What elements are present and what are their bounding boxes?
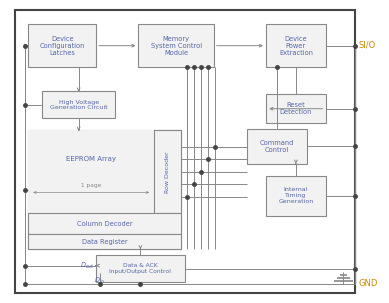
Text: Data Register: Data Register — [82, 238, 128, 245]
Text: Reset
Detection: Reset Detection — [280, 102, 312, 115]
Text: 1 page: 1 page — [81, 183, 102, 188]
Bar — [28, 24, 96, 68]
Bar — [154, 131, 181, 213]
Bar — [28, 131, 154, 213]
Bar — [15, 10, 355, 293]
Text: Row Decoder: Row Decoder — [165, 151, 170, 193]
Text: SI/O: SI/O — [359, 40, 376, 49]
Bar — [96, 255, 185, 282]
Text: Device
Power
Extraction: Device Power Extraction — [279, 36, 313, 56]
Text: Data & ACK
Input/Output Control: Data & ACK Input/Output Control — [109, 263, 172, 274]
Bar — [266, 95, 326, 123]
Text: High Voltage
Generation Circuit: High Voltage Generation Circuit — [50, 100, 107, 110]
Text: Device
Configuration
Latches: Device Configuration Latches — [40, 36, 85, 56]
Text: Command
Control: Command Control — [259, 140, 294, 153]
Bar — [138, 24, 214, 68]
Bar — [28, 213, 181, 234]
Text: $D_{in}$: $D_{in}$ — [95, 276, 105, 286]
Text: Memory
System Control
Module: Memory System Control Module — [151, 36, 202, 56]
Text: Internal
Timing
Generation: Internal Timing Generation — [278, 188, 314, 204]
Bar — [266, 175, 326, 216]
Bar — [247, 129, 307, 164]
Bar — [28, 131, 181, 249]
Text: EEPROM Array: EEPROM Array — [66, 156, 116, 162]
Text: GND: GND — [359, 279, 378, 288]
Bar — [28, 234, 181, 249]
Text: $D_{out}$: $D_{out}$ — [79, 261, 94, 271]
Text: Column Decoder: Column Decoder — [77, 221, 133, 227]
Bar — [266, 24, 326, 68]
Bar — [42, 92, 115, 118]
